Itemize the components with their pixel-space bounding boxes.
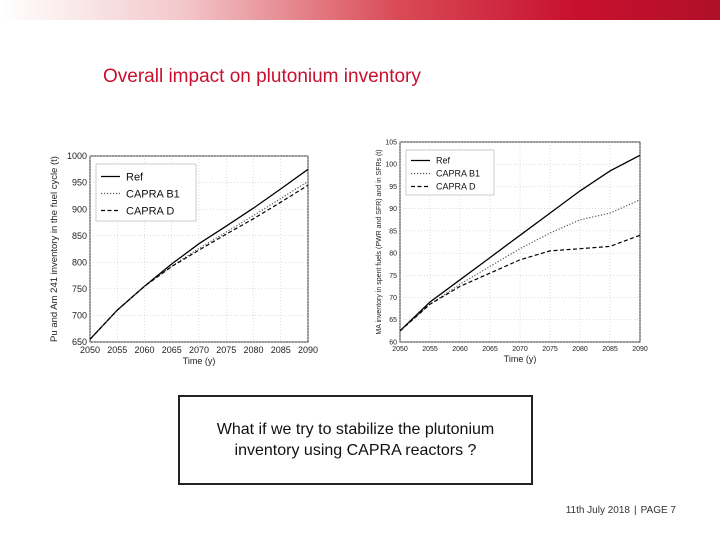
y-tick-label: 950 [72,178,87,188]
x-tick-label: 2070 [189,345,209,355]
y-tick-label: 900 [72,204,87,214]
y-tick-label: 80 [389,251,397,258]
callout-text: What if we try to stabilize the plutoniu… [216,421,495,459]
x-tick-label: 2085 [602,346,618,353]
x-tick-label: 2050 [80,345,100,355]
top-accent-bar [0,0,720,20]
question-callout: What if we try to stabilize the plutoniu… [178,395,533,485]
pu-inventory-chart: 2050 2055 2060 2065 2070 2075 2080 2085 2090 650 7… [40,130,330,370]
y-tick-label: 750 [72,284,87,294]
y-tick-label: 65 [389,317,397,324]
series-line-capra-d [399,234,641,332]
y-tick-label: 650 [72,337,87,347]
y-tick-label: 850 [72,231,87,241]
ma-inventory-chart: 2050 2055 2060 2065 2070 2075 2080 2085 2090 60 65… [362,130,662,370]
legend-box [95,163,197,222]
x-tick-label: 2055 [422,346,438,353]
y-axis-label: MA inventory in spent fuels (PWR and SFR… [376,149,383,334]
x-tick-label: 2065 [162,345,182,355]
y-tick-label: 75 [389,273,397,280]
footer-page: PAGE 7 [640,505,676,516]
x-tick-label: 2050 [392,346,408,353]
x-tick-label: 2070 [512,346,528,353]
legend-label: CAPRA B1 [436,169,480,179]
x-tick-label: 2065 [482,346,498,353]
x-tick-label: 2075 [542,346,558,353]
x-tick-label: 2060 [452,346,468,353]
footer: 11th July 2018 | PAGE 7 [566,505,676,516]
series-line-ref [399,154,641,332]
x-tick-label: 2090 [298,345,318,355]
y-tick-label: 100 [385,162,397,169]
legend-label: CAPRA B1 [126,188,180,200]
x-axis-label: Time (y) [183,356,216,366]
legend-label: CAPRA D [436,182,476,192]
footer-date: 11th July 2018 [565,505,630,516]
y-tick-label: 90 [389,206,397,213]
legend-label: Ref [436,156,451,166]
y-tick-label: 700 [72,311,87,321]
ma-inventory-chart-svg: 2050 2055 2060 2065 2070 2075 2080 2085 2090 60 65… [376,139,648,364]
x-tick-label: 2090 [632,346,648,353]
y-tick-label: 85 [389,228,397,235]
y-tick-label: 70 [389,295,397,302]
y-tick-label: 95 [389,184,397,191]
y-tick-label: 1000 [67,151,87,161]
x-tick-label: 2085 [271,345,291,355]
legend-label: CAPRA D [126,205,174,217]
legend-box [405,149,495,196]
x-axis-label: Time (y) [504,354,537,364]
legend-label: Ref [126,171,144,183]
footer-separator: | [634,505,637,516]
pu-inventory-chart-svg: 2050 2055 2060 2065 2070 2075 2080 2085 2090 650 7… [49,151,318,366]
y-tick-label: 60 [389,339,397,346]
x-tick-label: 2075 [216,345,236,355]
x-tick-label: 2080 [572,346,588,353]
slide-title: Overall impact on plutonium inventory [103,66,421,87]
x-tick-label: 2080 [243,345,263,355]
series-line-capra-d [89,184,309,340]
y-tick-label: 105 [385,139,397,146]
y-axis-label: Pu and Am 241 inventory in the fuel cycl… [49,156,60,342]
x-tick-label: 2055 [107,345,127,355]
y-tick-label: 800 [72,257,87,267]
x-tick-label: 2060 [134,345,154,355]
series-line-capra-b1 [399,199,641,332]
